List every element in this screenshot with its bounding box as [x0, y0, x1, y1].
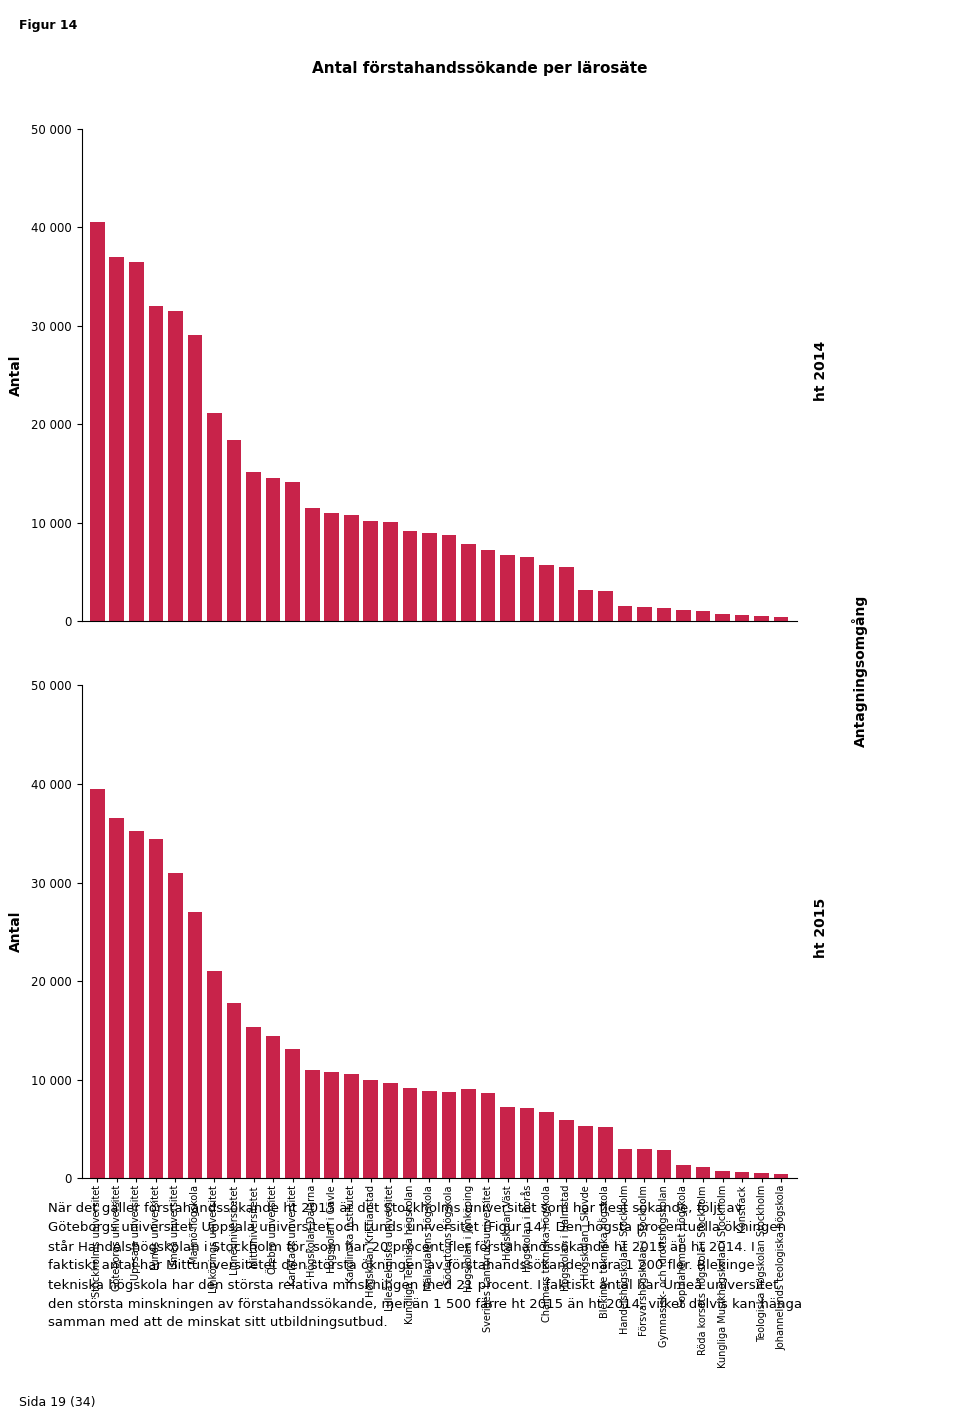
Text: Sida 19 (34): Sida 19 (34) [19, 1397, 96, 1409]
Bar [617, 607, 633, 621]
Bar [461, 1090, 476, 1178]
Bar [207, 971, 222, 1178]
Bar [364, 1080, 378, 1178]
Bar [734, 1172, 750, 1178]
Bar [109, 818, 124, 1178]
Bar [774, 1174, 788, 1178]
Bar [540, 1112, 554, 1178]
Bar [442, 536, 456, 621]
Bar [579, 590, 593, 621]
Bar [207, 413, 222, 621]
Bar [559, 567, 573, 621]
Bar [383, 1082, 397, 1178]
Bar [657, 1150, 671, 1178]
Bar [774, 617, 788, 621]
Bar [519, 557, 535, 621]
Bar [285, 1050, 300, 1178]
Bar [579, 1125, 593, 1178]
Bar [540, 565, 554, 621]
Bar [402, 1088, 418, 1178]
Bar [109, 257, 124, 621]
Bar [383, 521, 397, 621]
Bar [696, 1167, 710, 1178]
Bar [246, 473, 261, 621]
Bar [598, 591, 612, 621]
Text: Antal förstahandssökande per lärosäte: Antal förstahandssökande per lärosäte [312, 61, 648, 77]
Bar [755, 1174, 769, 1178]
Bar [422, 1091, 437, 1178]
Bar [149, 840, 163, 1178]
Bar [755, 617, 769, 621]
Text: ht 2014: ht 2014 [814, 341, 828, 401]
Bar [324, 513, 339, 621]
Bar [246, 1027, 261, 1178]
Bar [266, 1037, 280, 1178]
Bar [402, 531, 418, 621]
Bar [422, 534, 437, 621]
Bar [187, 912, 203, 1178]
Bar [285, 483, 300, 621]
Bar [519, 1108, 535, 1178]
Bar [187, 336, 203, 621]
Bar [266, 478, 280, 621]
Bar [637, 1148, 652, 1178]
Bar [168, 311, 182, 621]
Bar [90, 788, 105, 1178]
Bar [90, 223, 105, 621]
Bar [559, 1120, 573, 1178]
Bar [305, 508, 320, 621]
Bar [344, 1074, 359, 1178]
Bar [598, 1127, 612, 1178]
Bar [227, 1002, 241, 1178]
Bar [227, 440, 241, 621]
Text: ht 2015: ht 2015 [814, 898, 828, 958]
Bar [696, 611, 710, 621]
Bar [637, 607, 652, 621]
Y-axis label: Antal: Antal [9, 354, 23, 396]
Bar [129, 831, 144, 1178]
Bar [344, 514, 359, 621]
Bar [324, 1071, 339, 1178]
Bar [676, 1165, 691, 1178]
Bar [168, 873, 182, 1178]
Y-axis label: Antal: Antal [9, 911, 23, 952]
Bar [715, 1171, 730, 1178]
Bar [617, 1148, 633, 1178]
Bar [715, 614, 730, 621]
Text: Figur 14: Figur 14 [19, 19, 78, 31]
Bar [305, 1070, 320, 1178]
Text: När det gäller förstahandssökande ht 2015 är det Stockholms universitet som har : När det gäller förstahandssökande ht 201… [48, 1202, 803, 1329]
Bar [500, 555, 515, 621]
Bar [149, 306, 163, 621]
Bar [461, 544, 476, 621]
Text: Antagningsomgång: Antagningsomgång [852, 595, 868, 747]
Bar [481, 1094, 495, 1178]
Bar [657, 608, 671, 621]
Bar [500, 1107, 515, 1178]
Bar [129, 261, 144, 621]
Bar [364, 521, 378, 621]
Bar [481, 550, 495, 621]
Bar [442, 1092, 456, 1178]
Bar [676, 610, 691, 621]
Bar [734, 615, 750, 621]
